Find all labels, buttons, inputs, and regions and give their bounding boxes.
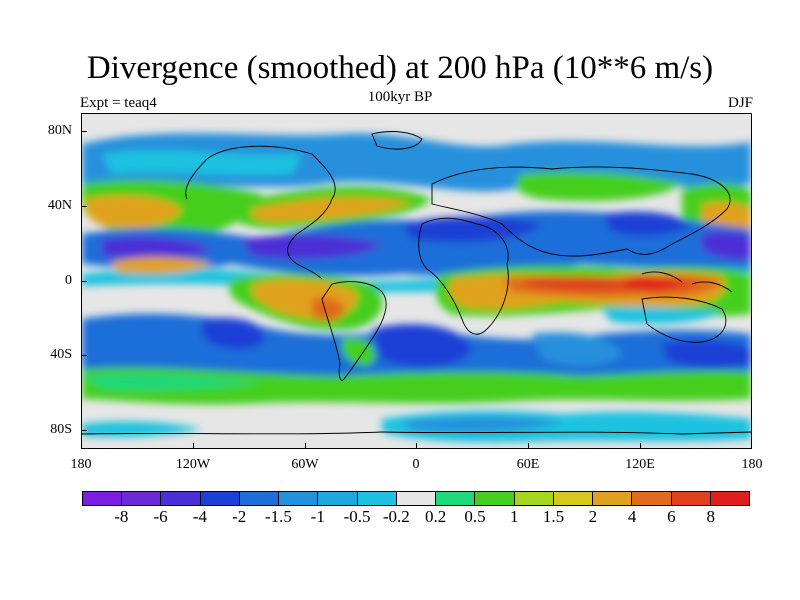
x-tick-label: 0 — [412, 457, 420, 472]
colorbar-segment — [122, 492, 162, 505]
colorbar-segment — [436, 492, 476, 505]
y-tick-label: 80S — [50, 422, 72, 437]
y-tick-mark — [81, 281, 87, 282]
colorbar-label: 4 — [627, 507, 637, 526]
colorbar-label: 1.5 — [542, 507, 565, 526]
colorbar-label: -8 — [114, 507, 129, 526]
x-tick-mark — [193, 443, 194, 449]
divergence-map — [82, 114, 751, 448]
colorbar-label: -2 — [232, 507, 247, 526]
colorbar-label: -0.2 — [382, 507, 410, 526]
map-plot-area — [81, 113, 752, 449]
colorbar-segment — [593, 492, 633, 505]
x-tick-mark — [305, 443, 306, 449]
x-tick-label: 60W — [291, 457, 319, 472]
x-tick-mark — [528, 443, 529, 449]
y-tick-mark — [81, 355, 87, 356]
x-tick-label: 120W — [175, 457, 211, 472]
colorbar-segment — [514, 492, 554, 505]
period-label: 100kyr BP — [367, 89, 433, 105]
colorbar-label: 1 — [509, 507, 519, 526]
colorbar-segment — [710, 492, 749, 505]
experiment-label: Expt = teaq4 — [80, 95, 157, 111]
colorbar-label: -1 — [310, 507, 325, 526]
colorbar-label: -4 — [192, 507, 207, 526]
y-tick-mark — [81, 206, 87, 207]
colorbar-segment — [553, 492, 594, 505]
y-tick-label: 40S — [50, 347, 72, 362]
colorbar-segment — [396, 492, 437, 505]
colorbar-label: 0.2 — [425, 507, 447, 526]
coastlines — [82, 131, 751, 435]
colorbar-segment — [357, 492, 397, 505]
colorbar-segment — [279, 492, 319, 505]
colorbar-label: 6 — [667, 507, 676, 526]
y-tick-label: 80N — [47, 123, 72, 138]
x-tick-mark — [416, 443, 417, 449]
colorbar-label: 8 — [706, 507, 715, 526]
colorbar-segment — [475, 492, 515, 505]
colorbar-segment — [671, 492, 711, 505]
y-tick-label: 0 — [65, 273, 72, 288]
x-tick-label: 60E — [516, 457, 540, 472]
season-label: DJF — [727, 95, 753, 111]
colorbar-segment — [632, 492, 672, 505]
colorbar-segment — [239, 492, 280, 505]
divergence-field — [82, 133, 751, 443]
colorbar-label: -0.5 — [343, 507, 371, 526]
map-title: Divergence (smoothed) at 200 hPa (10**6 … — [86, 50, 714, 86]
colorbar — [82, 491, 750, 506]
y-tick-mark — [81, 430, 87, 431]
colorbar-segment — [200, 492, 240, 505]
y-tick-mark — [81, 131, 87, 132]
colorbar-segment — [161, 492, 201, 505]
y-tick-label: 40N — [47, 198, 72, 213]
x-tick-label: 120E — [625, 457, 655, 472]
colorbar-label: 0.5 — [464, 507, 486, 526]
x-tick-mark — [640, 443, 641, 449]
colorbar-label: 2 — [588, 507, 598, 526]
colorbar-segment — [318, 492, 358, 505]
colorbar-label: -6 — [153, 507, 168, 526]
x-tick-label: 180 — [70, 457, 92, 472]
colorbar-label: -1.5 — [265, 507, 292, 526]
x-tick-label: 180 — [741, 457, 763, 472]
colorbar-segment — [83, 492, 123, 505]
